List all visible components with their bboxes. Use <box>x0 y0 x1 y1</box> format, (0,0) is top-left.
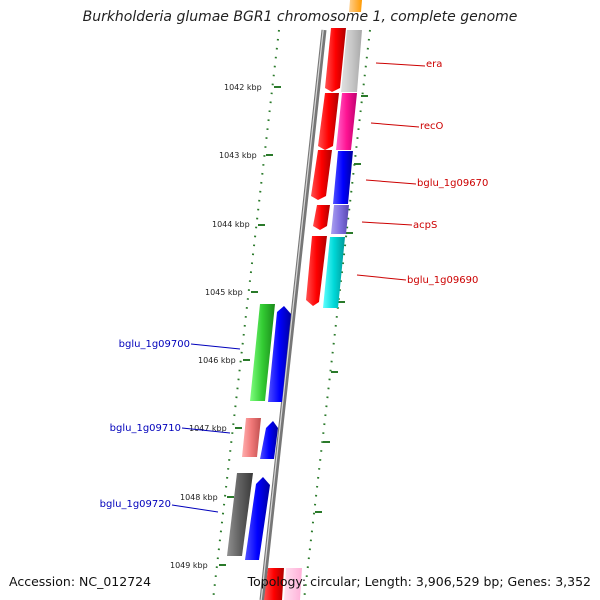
genome-backbone <box>259 29 327 600</box>
gene-label-bglu-1g09670: bglu_1g09670 <box>417 178 488 189</box>
tick-label: 1045 kbp <box>205 288 243 297</box>
gene-label-bglu-1g09720: bglu_1g09720 <box>100 499 171 510</box>
gene-label-reco: recO <box>420 121 444 132</box>
accession-text: Accession: NC_012724 <box>9 574 152 589</box>
tick-label: 1044 kbp <box>212 220 250 229</box>
gene-label-era: era <box>426 59 442 70</box>
gene-arrow-red <box>306 236 327 306</box>
gene-arrow-red <box>325 28 346 92</box>
tick-label: 1048 kbp <box>180 493 218 502</box>
gene-arrow-red <box>311 150 332 200</box>
right-dotted-guide <box>303 29 371 600</box>
left-strand-genes <box>227 304 302 600</box>
gene-arrow-blue <box>245 477 270 560</box>
gene-reco-box <box>336 93 357 150</box>
tick-label: 1049 kbp <box>170 561 208 570</box>
gene-arrow-red <box>318 93 339 150</box>
gene-bglu-1g09700-box <box>250 304 275 401</box>
gene-arrow-red <box>313 205 330 230</box>
left-dotted-guide <box>212 29 280 600</box>
right-gene-labels: era recO bglu_1g09670 acpS bglu_1g09690 <box>407 59 488 286</box>
gene-arrow-blue <box>260 421 278 459</box>
gene-label-bglu-1g09700: bglu_1g09700 <box>119 339 190 350</box>
gene-era-box <box>341 30 362 92</box>
gene-partial-red <box>264 568 284 600</box>
major-ticks <box>219 86 368 566</box>
gene-era-box <box>349 0 362 12</box>
gene-acps-box <box>331 205 349 234</box>
left-gene-labels: bglu_1g09700 bglu_1g09710 bglu_1g09720 <box>100 339 190 510</box>
genome-stats-text: Topology: circular; Length: 3,906,529 bp… <box>247 574 591 589</box>
gene-partial-pink <box>284 568 302 600</box>
kbp-tick-labels: 1042 kbp 1043 kbp 1044 kbp 1045 kbp 1046… <box>170 83 262 570</box>
gene-bglu-1g09670-box <box>333 151 353 204</box>
gene-label-acps: acpS <box>413 220 437 231</box>
right-strand-genes <box>306 0 362 308</box>
gene-label-bglu-1g09690: bglu_1g09690 <box>407 275 478 286</box>
tick-label: 1047 kbp <box>189 424 227 433</box>
gene-bglu-1g09720-box <box>227 473 253 556</box>
gene-bglu-1g09690-box <box>323 237 345 308</box>
callout-lines <box>171 62 426 513</box>
gene-arrow-blue <box>268 306 291 402</box>
gene-label-bglu-1g09710: bglu_1g09710 <box>110 423 181 434</box>
gene-bglu-1g09710-box <box>242 418 261 457</box>
tick-label: 1046 kbp <box>198 356 236 365</box>
tick-label: 1043 kbp <box>219 151 257 160</box>
map-title: Burkholderia glumae BGR1 chromosome 1, c… <box>82 9 518 25</box>
tick-label: 1042 kbp <box>224 83 262 92</box>
